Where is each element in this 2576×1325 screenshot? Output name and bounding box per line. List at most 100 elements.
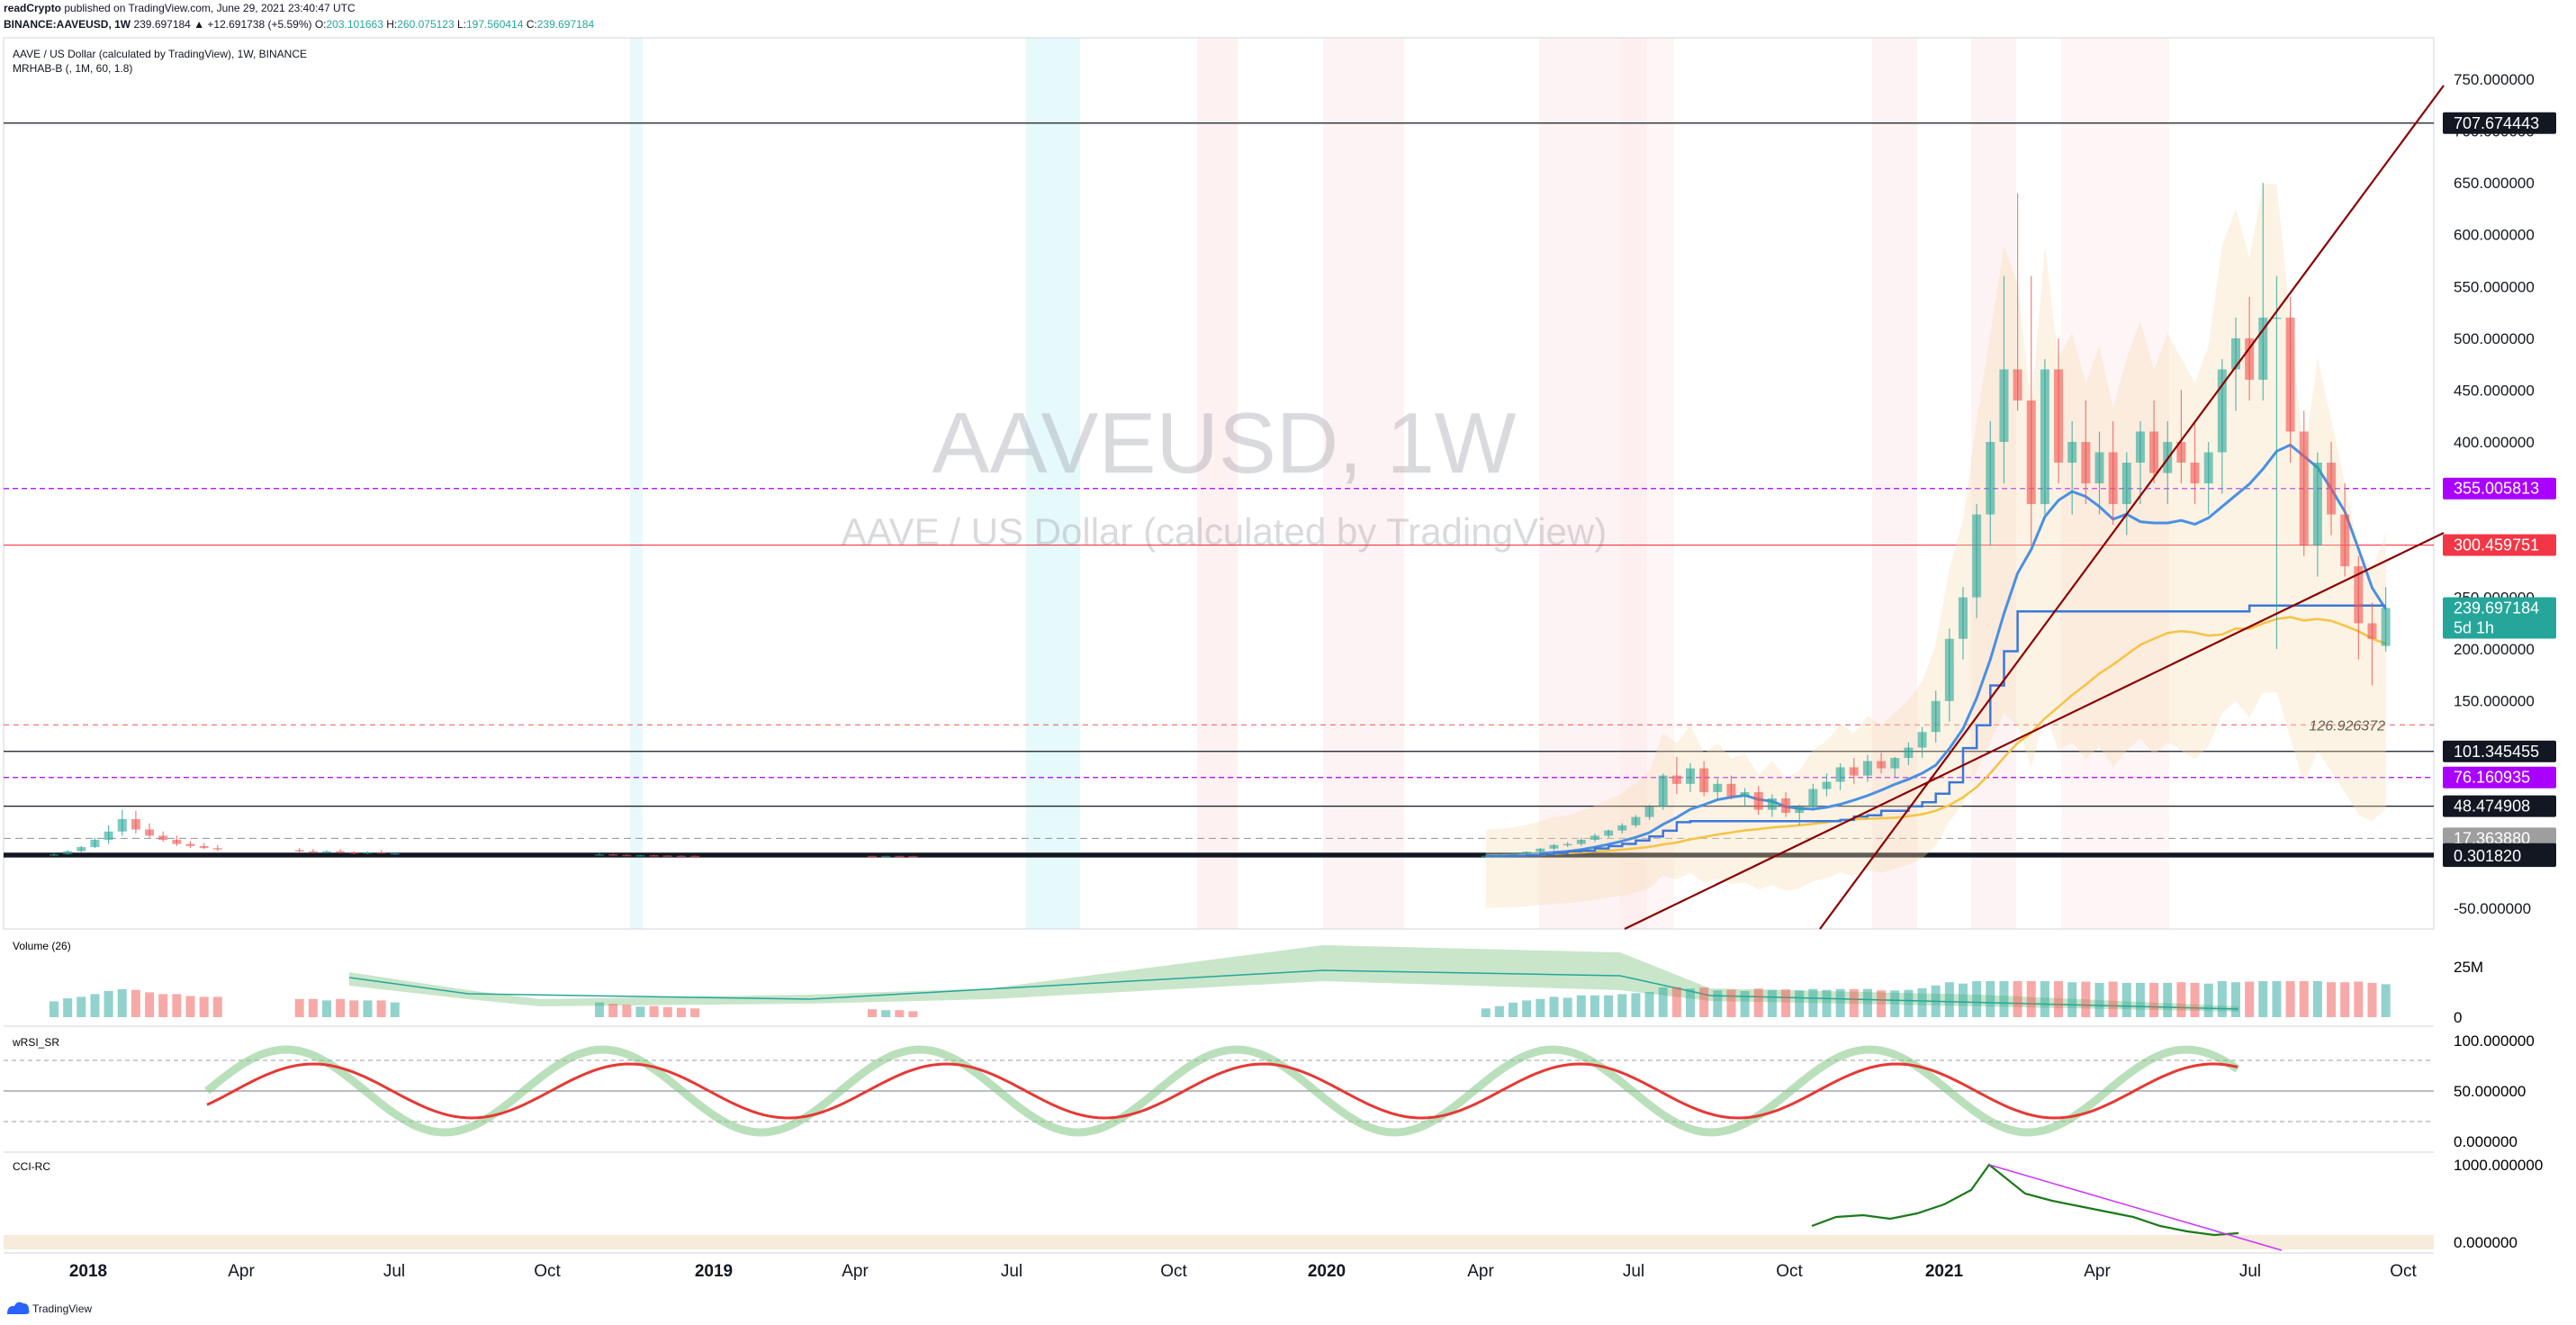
- time-tick-11: Oct: [1776, 1262, 1803, 1281]
- price-label-9: 0.301820: [2454, 847, 2521, 865]
- candle-body-16: [336, 851, 346, 853]
- wrsi-oscillator: [204, 1045, 2240, 1137]
- wrsi-slow-line: [206, 1062, 2238, 1120]
- volume-bar-90: [2258, 981, 2268, 1017]
- candle-body-79: [2108, 452, 2118, 505]
- price-label-bg-1: [2443, 477, 2556, 500]
- time-axis[interactable]: 2018 Apr Jul Oct 2019 Apr Jul Oct 2020 Apr Jul Oct 2…: [69, 1262, 2418, 1281]
- tradingview-cloud-icon: [7, 1302, 30, 1314]
- legend-title: AAVE / US Dollar (calculated by TradingV…: [13, 48, 307, 60]
- candle-body-8: [158, 835, 168, 840]
- volume-bar-77: [2081, 981, 2091, 1017]
- cci-tick-1000: 1000.000000: [2454, 1157, 2543, 1174]
- volume-bar-76: [2067, 982, 2077, 1017]
- volume-bar-65: [1917, 987, 1927, 1017]
- price-label-bg-9: [2443, 845, 2556, 868]
- time-tick-9: Apr: [1467, 1262, 1494, 1281]
- volume-bar-32: [908, 1011, 918, 1017]
- level-note-label: 126.926372: [2309, 718, 2385, 734]
- price-tick-2: 650.000000: [2454, 175, 2535, 192]
- candle-body-57: [1808, 789, 1818, 807]
- candle-body-25: [649, 855, 659, 857]
- volume-bar-57: [1808, 988, 1818, 1017]
- volume-bar-43: [1617, 994, 1627, 1017]
- candle-body-72: [2013, 369, 2022, 401]
- volume-bar-37: [1536, 998, 1545, 1017]
- candle-body-53: [1753, 792, 1763, 810]
- volume-bar-82: [2149, 982, 2159, 1017]
- candle-body-45: [1644, 807, 1654, 817]
- candle-body-0: [50, 854, 59, 856]
- volume-bar-81: [2135, 982, 2145, 1017]
- volume-tick-0: 0: [2454, 1009, 2462, 1026]
- candle-body-94: [2312, 462, 2322, 546]
- cci-tick-0: 0.000000: [2454, 1234, 2517, 1251]
- candle-body-62: [1877, 761, 1887, 769]
- candle-body-97: [2354, 566, 2364, 624]
- volume-bar-98: [2367, 982, 2377, 1017]
- price-label-3: 239.697184: [2454, 599, 2539, 617]
- candle-body-7: [145, 829, 155, 836]
- volume-bar-4: [104, 990, 113, 1017]
- candle-body-49: [1699, 768, 1709, 793]
- candle-body-65: [1917, 732, 1927, 748]
- time-tick-3: Oct: [534, 1262, 561, 1281]
- candle-body-37: [1536, 848, 1545, 852]
- volume-bar-73: [2026, 981, 2036, 1017]
- candle-body-26: [662, 855, 672, 857]
- candle-body-55: [1781, 798, 1791, 814]
- volume-bar-24: [635, 1006, 645, 1017]
- symbol-label: BINANCE:AAVEUSD, 1W: [4, 18, 131, 31]
- candle-body-89: [2245, 338, 2255, 380]
- candle-body-77: [2081, 441, 2091, 483]
- volume-bar-96: [2340, 982, 2350, 1017]
- candle-body-90: [2258, 317, 2268, 380]
- volume-bar-51: [1726, 989, 1736, 1017]
- volume-bar-63: [1890, 990, 1900, 1017]
- candle-body-87: [2217, 369, 2227, 453]
- volume-bar-58: [1822, 989, 1832, 1017]
- volume-bar-2: [77, 996, 86, 1017]
- volume-bar-71: [1999, 981, 2009, 1017]
- candle-body-23: [622, 854, 632, 857]
- volume-bar-7: [145, 992, 155, 1017]
- volume-bar-6: [131, 989, 140, 1017]
- volume-bar-1: [63, 998, 73, 1017]
- volume-bar-49: [1699, 987, 1709, 1017]
- volume-bar-50: [1713, 990, 1723, 1017]
- indicator-bands: [1485, 184, 2387, 908]
- price-label-1: 355.005813: [2454, 480, 2539, 498]
- candle-body-9: [172, 840, 182, 844]
- cci-line: [1811, 1163, 2283, 1251]
- candle-body-66: [1931, 700, 1941, 733]
- volume-bar-74: [2040, 981, 2049, 1017]
- candle-body-91: [2272, 317, 2282, 320]
- price-labels: 707.674443 355.005813 300.459751 239.697184…: [2443, 112, 2556, 868]
- candle-body-19: [376, 852, 386, 854]
- volume-bar-41: [1590, 995, 1599, 1017]
- trendlines: [1624, 85, 2445, 930]
- candle-body-11: [199, 845, 209, 849]
- candle-body-70: [1986, 441, 1995, 515]
- candle-body-98: [2367, 623, 2377, 639]
- price-label-bg-4: [2443, 740, 2556, 762]
- candle-body-81: [2135, 431, 2145, 463]
- candle-body-86: [2203, 452, 2213, 483]
- trendline-steep: [1819, 85, 2445, 930]
- time-tick-14: Jul: [2239, 1262, 2261, 1281]
- candle-body-6: [131, 818, 140, 830]
- price-label-sub-3: 5d 1h: [2454, 618, 2494, 636]
- candle-body-35: [1509, 853, 1518, 856]
- volume-bar-66: [1931, 985, 1941, 1017]
- candle-body-14: [308, 851, 318, 853]
- horizontal-levels: 126.926372: [4, 122, 2434, 858]
- volume-bar-33: [1481, 1008, 1491, 1017]
- candle-body-10: [185, 843, 195, 846]
- candle-body-12: [212, 848, 222, 850]
- candles: [50, 183, 2391, 858]
- volume-bar-89: [2245, 981, 2255, 1017]
- volume-bar-25: [649, 1005, 659, 1017]
- candle-body-18: [363, 852, 373, 854]
- candle-body-99: [2381, 608, 2391, 646]
